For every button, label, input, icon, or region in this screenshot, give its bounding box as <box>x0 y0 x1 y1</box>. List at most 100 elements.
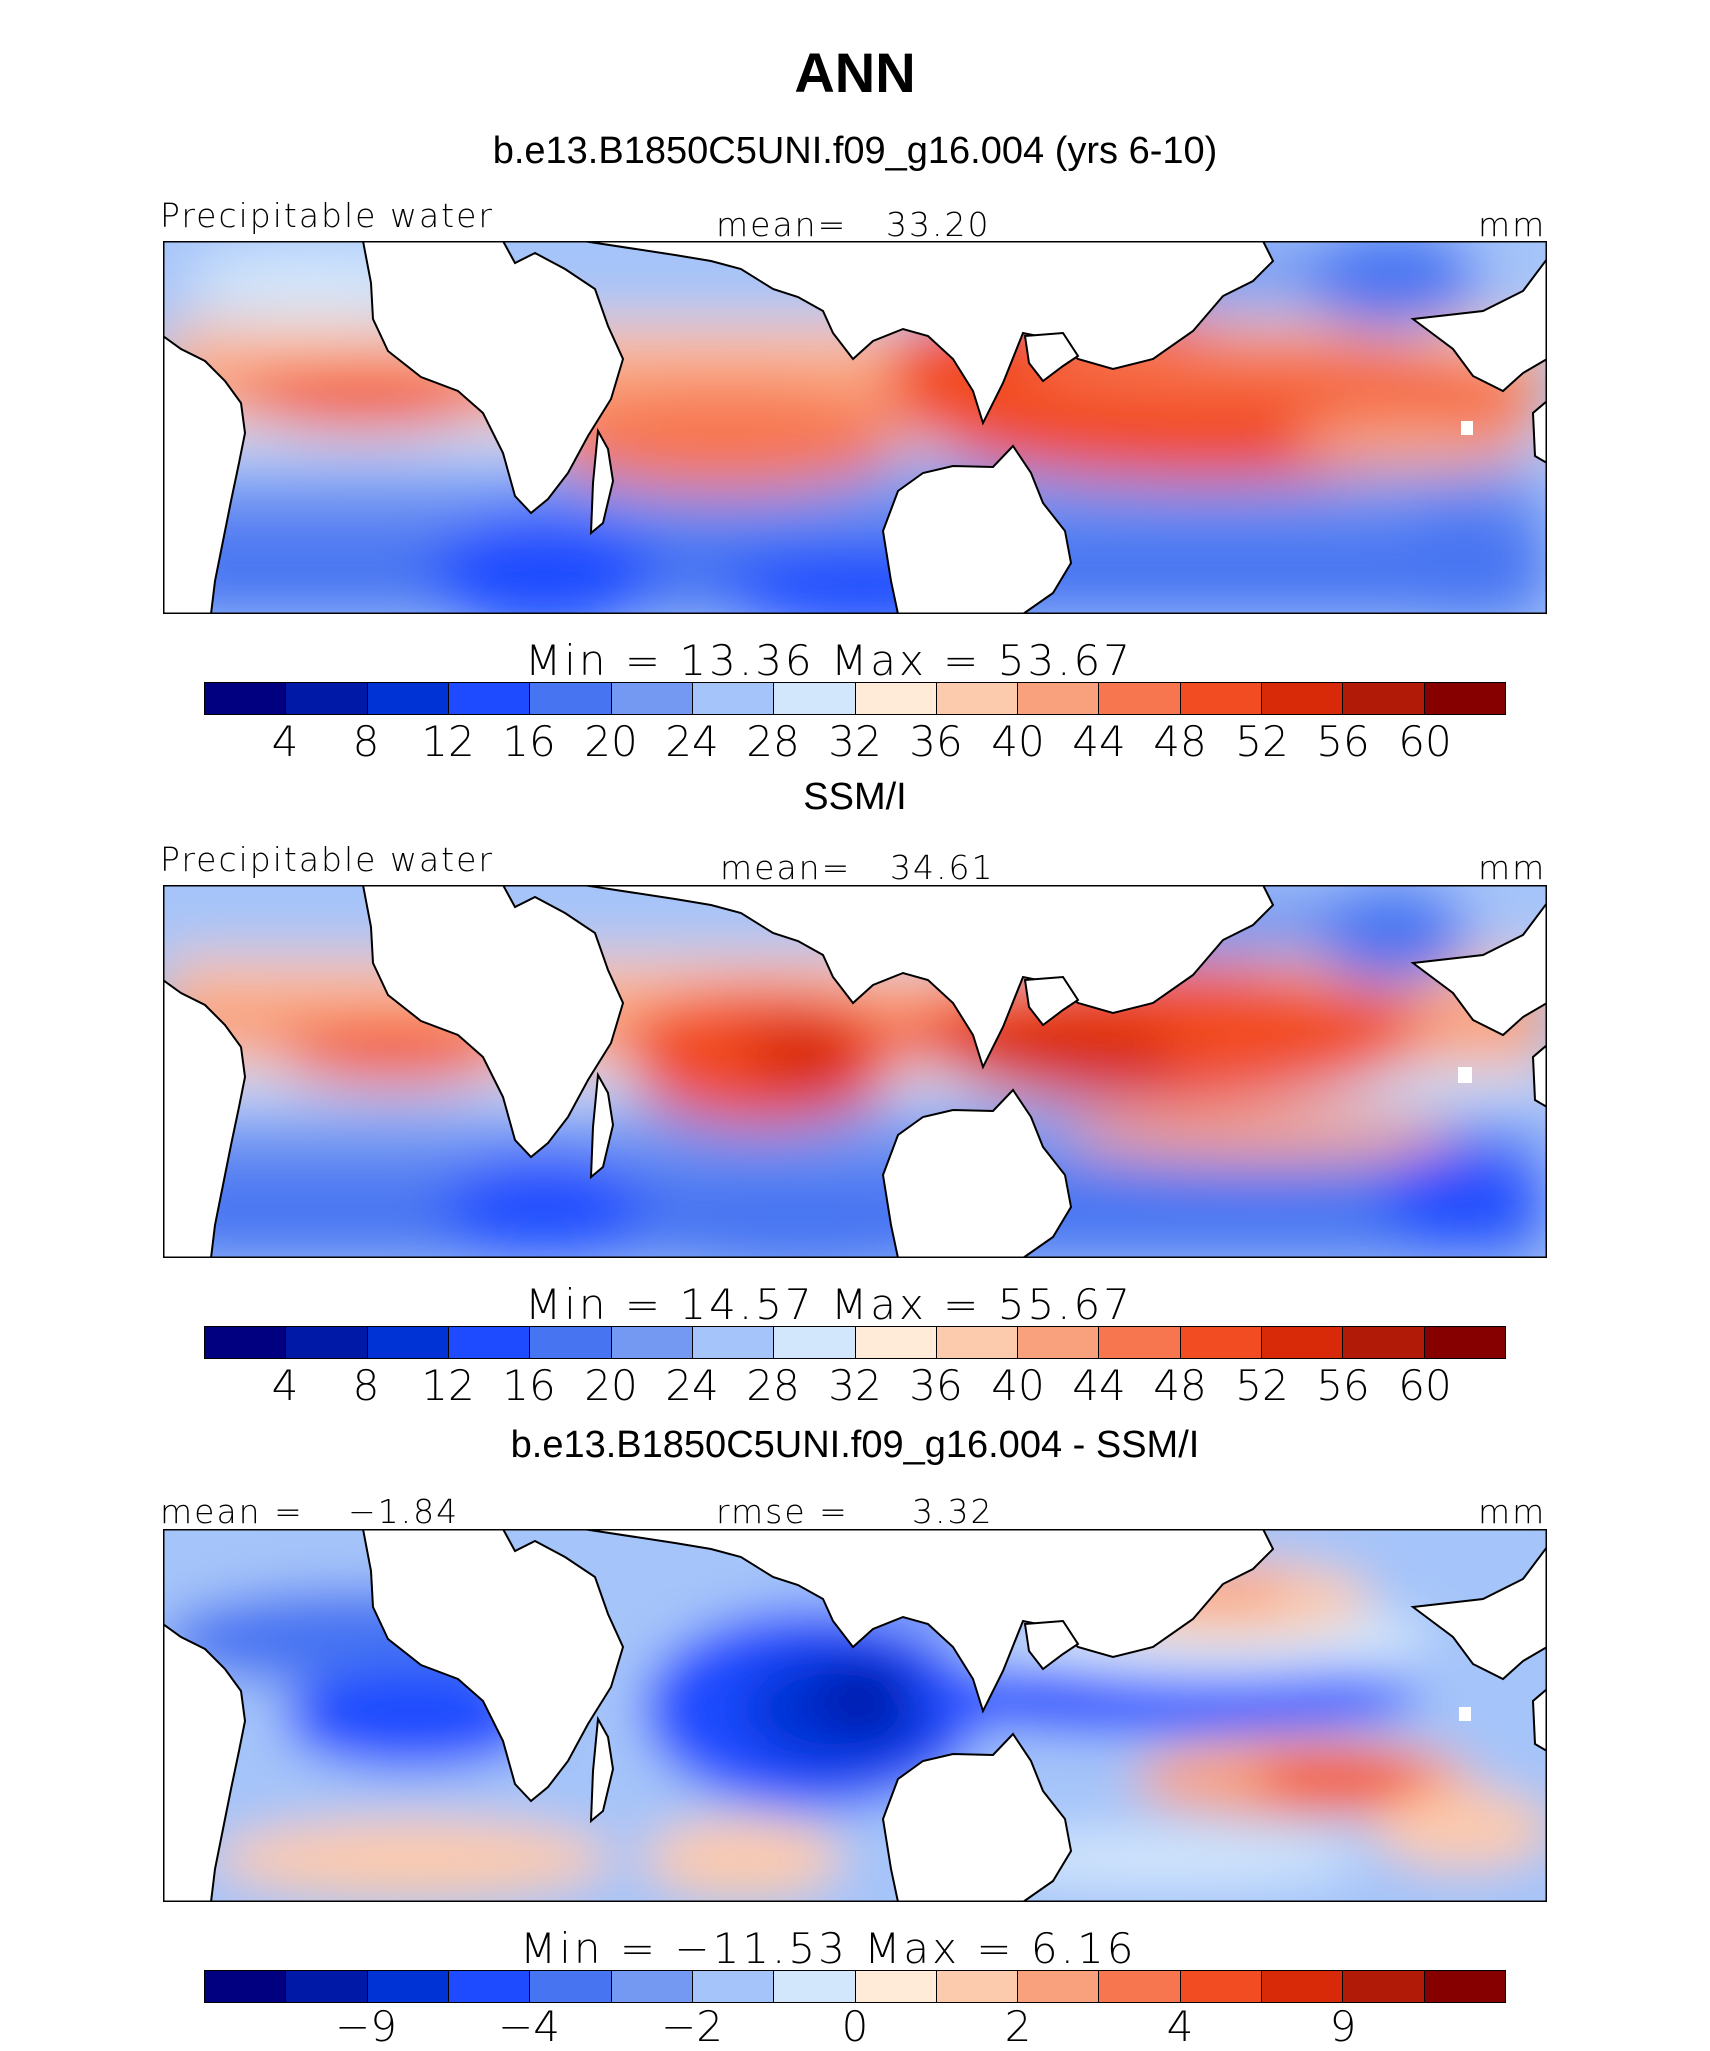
swatch <box>205 1971 287 2002</box>
panel-3-map <box>163 1529 1547 1902</box>
panel-3-units: mm <box>1478 1492 1547 1531</box>
panel-2-colorbar <box>204 1326 1506 1359</box>
swatch <box>1343 1327 1425 1358</box>
swatch <box>774 683 856 714</box>
colorbar-tick: 4 <box>271 717 299 766</box>
swatch <box>1180 1971 1263 2002</box>
colorbar-tick: 16 <box>502 717 556 766</box>
swatch <box>855 683 937 714</box>
colorbar-tick: 0 <box>841 2002 869 2051</box>
colorbar-tick: 60 <box>1398 717 1452 766</box>
panel-2-stat-label: mean= <box>720 848 852 887</box>
colorbar-tick: 32 <box>828 1361 882 1410</box>
panel-1-stat-label: mean= <box>716 205 848 244</box>
panel-3-colorbar <box>204 1970 1506 2003</box>
colorbar-tick: −4 <box>498 2002 560 2051</box>
panel-2-variable-label: Precipitable water <box>160 840 494 879</box>
panel-3-rmse-value: 3.32 <box>912 1492 994 1531</box>
swatch <box>1262 1327 1344 1358</box>
colorbar-tick: 44 <box>1072 1361 1126 1410</box>
swatch <box>774 1327 856 1358</box>
swatch <box>530 1971 612 2002</box>
panel-3-mean-value: −1.84 <box>348 1492 460 1531</box>
colorbar-tick: 44 <box>1072 717 1126 766</box>
panel-1-units: mm <box>1478 205 1547 244</box>
colorbar-tick: −2 <box>661 2002 723 2051</box>
panel-2-minmax: Min = 14.57 Max = 55.67 <box>525 1280 1133 1329</box>
swatch <box>692 683 775 714</box>
swatch <box>692 1971 775 2002</box>
colorbar-tick: 60 <box>1398 1361 1452 1410</box>
swatch <box>1424 683 1505 714</box>
colorbar-tick: 48 <box>1153 717 1207 766</box>
panel-3-title: b.e13.B1850C5UNI.f09_g16.004 - SSM/I <box>510 1424 1200 1466</box>
colorbar-tick: 56 <box>1316 1361 1370 1410</box>
swatch <box>530 683 612 714</box>
swatch <box>611 1327 693 1358</box>
swatch <box>530 1327 612 1358</box>
colorbar-tick: 20 <box>584 717 638 766</box>
swatch <box>855 1971 937 2002</box>
swatch <box>367 683 449 714</box>
swatch <box>1018 1327 1100 1358</box>
swatch <box>367 1327 449 1358</box>
panel-3-rmse-label: rmse = <box>716 1492 849 1531</box>
colorbar-tick: 56 <box>1316 717 1370 766</box>
panel-1-map <box>163 241 1547 614</box>
colorbar-tick: 16 <box>502 1361 556 1410</box>
colorbar-tick: 12 <box>421 717 475 766</box>
colorbar-tick: 12 <box>421 1361 475 1410</box>
swatch <box>448 683 531 714</box>
colorbar-tick: 40 <box>991 1361 1045 1410</box>
panel-3-mean-label: mean = <box>160 1492 304 1531</box>
swatch <box>1180 1327 1263 1358</box>
swatch <box>1099 1971 1181 2002</box>
panel-3-minmax: Min = −11.53 Max = 6.16 <box>520 1924 1137 1973</box>
colorbar-tick: 2 <box>1004 2002 1032 2051</box>
colorbar-tick: 28 <box>746 717 800 766</box>
colorbar-tick: 36 <box>909 1361 963 1410</box>
swatch <box>367 1971 449 2002</box>
colorbar-tick: 24 <box>665 717 719 766</box>
swatch <box>855 1327 937 1358</box>
swatch <box>448 1327 531 1358</box>
swatch <box>205 1327 287 1358</box>
colorbar-tick: 4 <box>1166 2002 1194 2051</box>
swatch <box>1424 1327 1505 1358</box>
page-title: ANN <box>794 41 916 104</box>
swatch <box>1018 1971 1100 2002</box>
colorbar-tick: 9 <box>1329 2002 1357 2051</box>
colorbar-tick: 32 <box>828 717 882 766</box>
swatch <box>448 1971 531 2002</box>
swatch <box>1262 683 1344 714</box>
swatch <box>1262 1971 1344 2002</box>
panel-1-minmax: Min = 13.36 Max = 53.67 <box>525 636 1133 685</box>
colorbar-tick: 52 <box>1235 1361 1289 1410</box>
panel-2-title: SSM/I <box>803 776 907 818</box>
panel-1-variable-label: Precipitable water <box>160 196 494 235</box>
swatch <box>286 1971 368 2002</box>
colorbar-tick: −9 <box>335 2002 397 2051</box>
swatch <box>286 1327 368 1358</box>
swatch <box>611 1971 693 2002</box>
swatch <box>286 683 368 714</box>
swatch <box>1343 1971 1425 2002</box>
colorbar-tick: 20 <box>584 1361 638 1410</box>
colorbar-tick: 28 <box>746 1361 800 1410</box>
panel-2-stat-value: 34.61 <box>890 848 995 887</box>
colorbar-tick: 8 <box>352 717 380 766</box>
swatch <box>1343 683 1425 714</box>
colorbar-tick: 36 <box>909 717 963 766</box>
swatch <box>936 683 1019 714</box>
colorbar-tick: 4 <box>271 1361 299 1410</box>
swatch <box>1180 683 1263 714</box>
swatch <box>1099 683 1181 714</box>
panel-1-colorbar <box>204 682 1506 715</box>
panel-1-title: b.e13.B1850C5UNI.f09_g16.004 (yrs 6-10) <box>492 130 1218 172</box>
colorbar-tick: 24 <box>665 1361 719 1410</box>
panel-1-stat-value: 33.20 <box>886 205 991 244</box>
swatch <box>774 1971 856 2002</box>
panel-2-map <box>163 885 1547 1258</box>
swatch <box>1018 683 1100 714</box>
colorbar-tick: 8 <box>352 1361 380 1410</box>
